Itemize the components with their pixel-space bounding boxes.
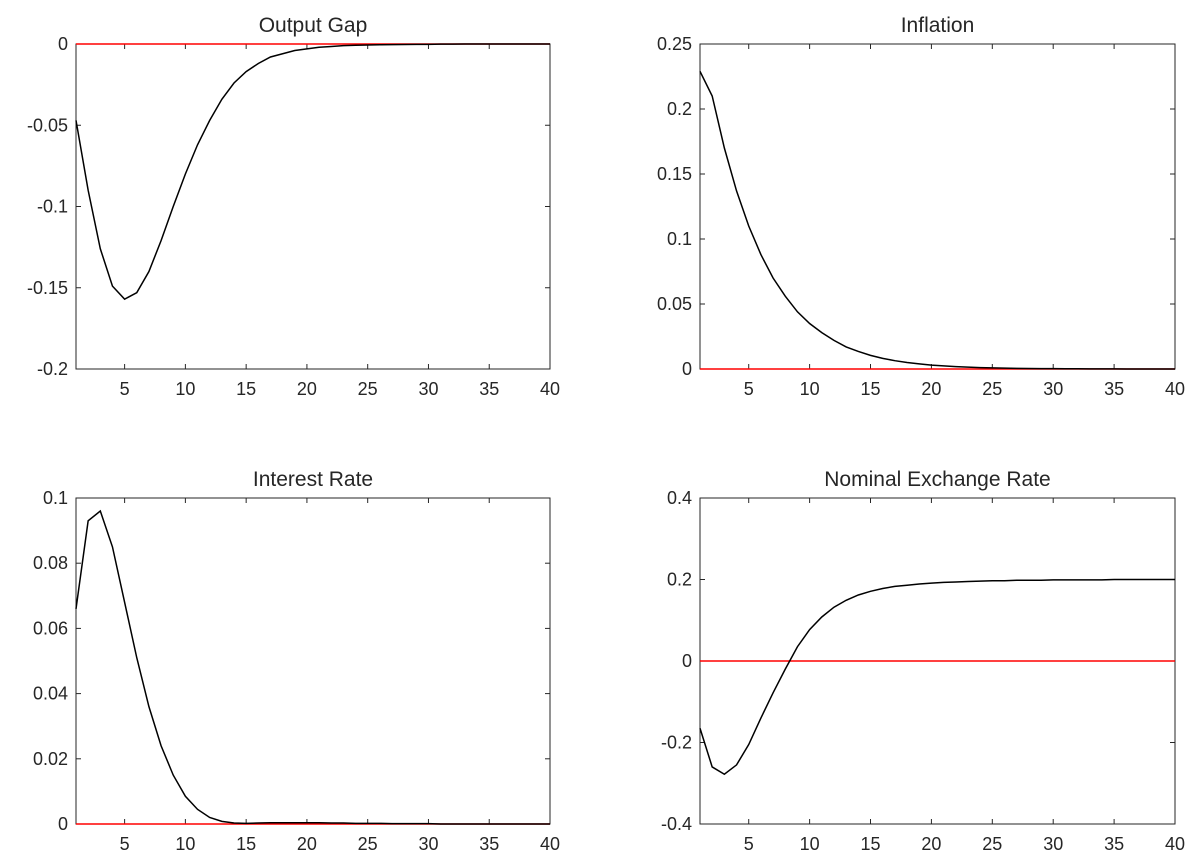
x-tick-label: 15 (236, 379, 256, 399)
axes-box (699, 43, 1176, 370)
x-tick-label: 40 (1165, 834, 1185, 854)
panel-title: Output Gap (259, 14, 368, 37)
y-tick-label: 0.04 (33, 684, 68, 704)
x-tick-label: 5 (744, 834, 754, 854)
x-tick-label: 30 (418, 379, 438, 399)
x-tick-label: 5 (120, 379, 130, 399)
y-tick-label: 0 (58, 34, 68, 54)
y-tick-label: 0.02 (33, 749, 68, 769)
y-tick-label: 0 (58, 814, 68, 834)
x-tick-label: 35 (479, 379, 499, 399)
panel-title: Inflation (901, 14, 975, 37)
series-line (75, 43, 550, 301)
y-tick-label: 0.05 (657, 294, 692, 314)
y-tick-label: 0.08 (33, 553, 68, 573)
panel-title: Nominal Exchange Rate (824, 468, 1050, 491)
x-tick-label: 15 (236, 834, 256, 854)
x-tick-label: 20 (297, 834, 317, 854)
series-line (75, 509, 550, 825)
y-tick-label: -0.05 (27, 115, 68, 135)
y-tick-label: 0.06 (33, 618, 68, 638)
x-tick-label: 20 (921, 834, 941, 854)
x-tick-label: 40 (540, 834, 560, 854)
axes-box (75, 497, 551, 825)
y-tick-label: 0.4 (667, 488, 692, 508)
x-tick-label: 10 (175, 834, 195, 854)
panel-interest-rate: Interest Rate 5 10 15 20 25 30 35 40 0 0.02 0.04 0.… (33, 468, 560, 854)
series-line (699, 70, 1175, 370)
x-tick-label: 20 (921, 379, 941, 399)
x-tick-label: 35 (479, 834, 499, 854)
y-tick-label: 0 (682, 359, 692, 379)
y-tick-label: -0.4 (661, 814, 692, 834)
y-tick-label: 0.15 (657, 164, 692, 184)
x-tick-label: 25 (982, 834, 1002, 854)
y-tick-label: 0 (682, 651, 692, 671)
panel-output-gap: Output Gap 5 10 15 20 25 30 35 40 -0.2 -0.15 -0.1 -… (27, 14, 560, 399)
y-tick-label: -0.2 (661, 733, 692, 753)
x-tick-label: 10 (800, 379, 820, 399)
x-tick-label: 5 (120, 834, 130, 854)
x-tick-label: 30 (1043, 379, 1063, 399)
x-tick-label: 40 (540, 379, 560, 399)
x-tick-label: 35 (1104, 379, 1124, 399)
x-tick-label: 25 (982, 379, 1002, 399)
x-tick-label: 35 (1104, 834, 1124, 854)
y-tick-label: -0.15 (27, 278, 68, 298)
y-tick-label: -0.2 (37, 359, 68, 379)
x-tick-label: 20 (297, 379, 317, 399)
panel-inflation: Inflation 5 10 15 20 25 30 35 40 0 0.05 0.1 0.15 0.2… (657, 14, 1185, 399)
y-tick-label: 0.25 (657, 34, 692, 54)
y-tick-label: -0.1 (37, 197, 68, 217)
x-tick-label: 5 (744, 379, 754, 399)
y-tick-label: 0.2 (667, 99, 692, 119)
x-tick-label: 15 (860, 834, 880, 854)
y-tick-label: 0.1 (43, 488, 68, 508)
x-tick-label: 10 (800, 834, 820, 854)
x-tick-label: 10 (175, 379, 195, 399)
x-tick-label: 40 (1165, 379, 1185, 399)
panel-nominal-exchange-rate: Nominal Exchange Rate 5 10 15 20 25 30 35 40 -0.… (661, 468, 1185, 854)
x-tick-label: 30 (418, 834, 438, 854)
x-tick-label: 25 (358, 834, 378, 854)
panel-title: Interest Rate (253, 468, 373, 491)
axes-box (75, 43, 551, 370)
y-tick-label: 0.2 (667, 570, 692, 590)
x-tick-label: 30 (1043, 834, 1063, 854)
x-tick-label: 25 (358, 379, 378, 399)
y-tick-label: 0.1 (667, 229, 692, 249)
series-line (699, 578, 1175, 776)
x-tick-label: 15 (860, 379, 880, 399)
